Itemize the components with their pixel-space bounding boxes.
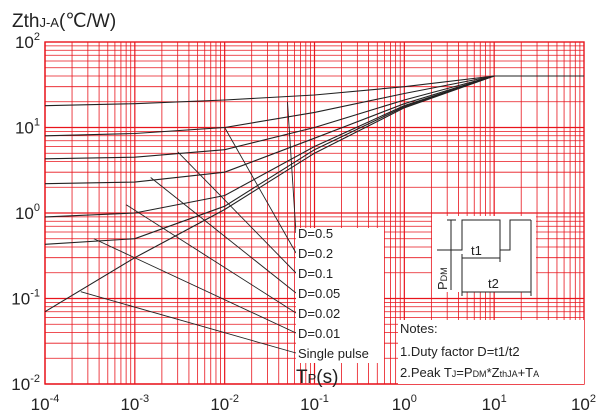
notes-backdrop (398, 320, 584, 384)
labels-backdrop (296, 228, 384, 363)
y-axis-title-unit: (℃/W) (59, 11, 116, 32)
leader-line-6 (93, 238, 297, 334)
y-tick-base: 10 (15, 204, 34, 223)
x-tick-label: 10-2 (210, 393, 239, 414)
pdm-label-main: P (435, 281, 450, 290)
leader-line-1 (287, 101, 297, 234)
leader-line-4 (150, 177, 297, 294)
y-tick-base: 10 (11, 290, 30, 309)
plot-frame (44, 41, 585, 385)
t2-label: t2 (488, 276, 499, 291)
y-tick-label: 100 (15, 202, 40, 223)
leader-line-7 (80, 291, 297, 354)
notes-title: Notes: (400, 321, 438, 336)
leader-line-2 (224, 127, 297, 254)
series-label-d002: D=0.02 (298, 306, 340, 321)
x-axis-title: TP(s) (296, 367, 338, 388)
y-tick-exponent: 1 (34, 117, 40, 129)
x-axis-title-unit: (s) (316, 367, 338, 388)
notes: Notes: 1.Duty factor D=t1/t2 2.Peak TJ=P… (400, 321, 539, 380)
x-tick-exponent: -3 (139, 393, 149, 405)
series-label-d02: D=0.2 (298, 246, 333, 261)
x-tick-exponent: 0 (411, 393, 417, 405)
x-tick-base: 10 (31, 395, 50, 414)
pulse-waveform (437, 219, 531, 251)
series-label-d01: D=0.1 (298, 266, 333, 281)
notes-line-2-prefix: 2.Peak T (400, 365, 452, 380)
pdm-label-sub: DM (439, 267, 449, 281)
x-tick-exponent: 1 (501, 393, 507, 405)
y-tick-exponent: -2 (30, 373, 40, 385)
pdm-label: PDM (435, 267, 450, 290)
leader-line-3 (177, 151, 297, 274)
x-tick-label: 10-3 (120, 393, 149, 414)
leader-line-5 (125, 204, 297, 314)
x-tick-label: 100 (392, 393, 417, 414)
x-tick-base: 10 (120, 395, 139, 414)
x-axis-title-sub: P (308, 371, 317, 386)
t1-label: t1 (471, 243, 482, 258)
x-tick-label: 10-4 (31, 393, 60, 414)
series-label-d001: D=0.01 (298, 326, 340, 341)
notes-sub-j: J (452, 369, 457, 379)
x-tick-base: 10 (571, 395, 590, 414)
x-tick-base: 10 (482, 395, 501, 414)
x-tick-exponent: -1 (319, 393, 329, 405)
x-tick-label: 101 (482, 393, 507, 414)
series-labels: D=0.5 D=0.2 D=0.1 D=0.05 D=0.02 D=0.01 S… (298, 226, 369, 361)
notes-sub-a: A (533, 369, 539, 379)
series-label-d05: D=0.5 (298, 226, 333, 241)
y-axis-title-sub: J-A (39, 15, 59, 30)
y-tick-exponent: -1 (30, 288, 40, 300)
y-tick-label: 101 (15, 117, 40, 138)
y-tick-label: 102 (15, 31, 40, 52)
notes-line-1: 1.Duty factor D=t1/t2 (400, 344, 520, 359)
x-tick-label: 10-1 (300, 393, 329, 414)
y-tick-base: 10 (15, 33, 34, 52)
x-tick-exponent: -4 (50, 393, 60, 405)
y-tick-base: 10 (15, 119, 34, 138)
notes-sub-thja: thJA (500, 369, 518, 379)
x-tick-exponent: 2 (590, 393, 596, 405)
leader-lines (80, 101, 297, 354)
x-tick-exponent: -2 (229, 393, 239, 405)
x-tick-base: 10 (392, 395, 411, 414)
series-label-d005: D=0.05 (298, 286, 340, 301)
x-tick-labels: 10-4 10-3 10-2 10-1 100 101 102 (31, 393, 596, 414)
inset-backdrop (432, 216, 536, 292)
y-tick-exponent: 0 (34, 202, 40, 214)
y-tick-label: 10-1 (11, 288, 40, 309)
y-axis-title-main: Zth (12, 11, 39, 32)
x-axis-title-main: T (296, 367, 308, 388)
y-tick-base: 10 (11, 375, 30, 394)
notes-sub-dm: DM (473, 369, 487, 379)
x-tick-label: 102 (571, 393, 596, 414)
x-tick-base: 10 (210, 395, 229, 414)
y-tick-label: 10-2 (11, 373, 40, 394)
y-axis-title: ZthJ-A(℃/W) (12, 11, 116, 32)
notes-line-2: 2.Peak TJ=PDM*ZthJA+TA (400, 365, 539, 380)
series-label-single-pulse: Single pulse (298, 346, 369, 361)
notes-mid-3: +T (518, 365, 534, 380)
y-tick-exponent: 2 (34, 31, 40, 43)
pulse-diagram (437, 219, 532, 296)
notes-mid-2: *Z (487, 365, 500, 380)
notes-mid-1: =P (456, 365, 472, 380)
x-tick-base: 10 (300, 395, 319, 414)
